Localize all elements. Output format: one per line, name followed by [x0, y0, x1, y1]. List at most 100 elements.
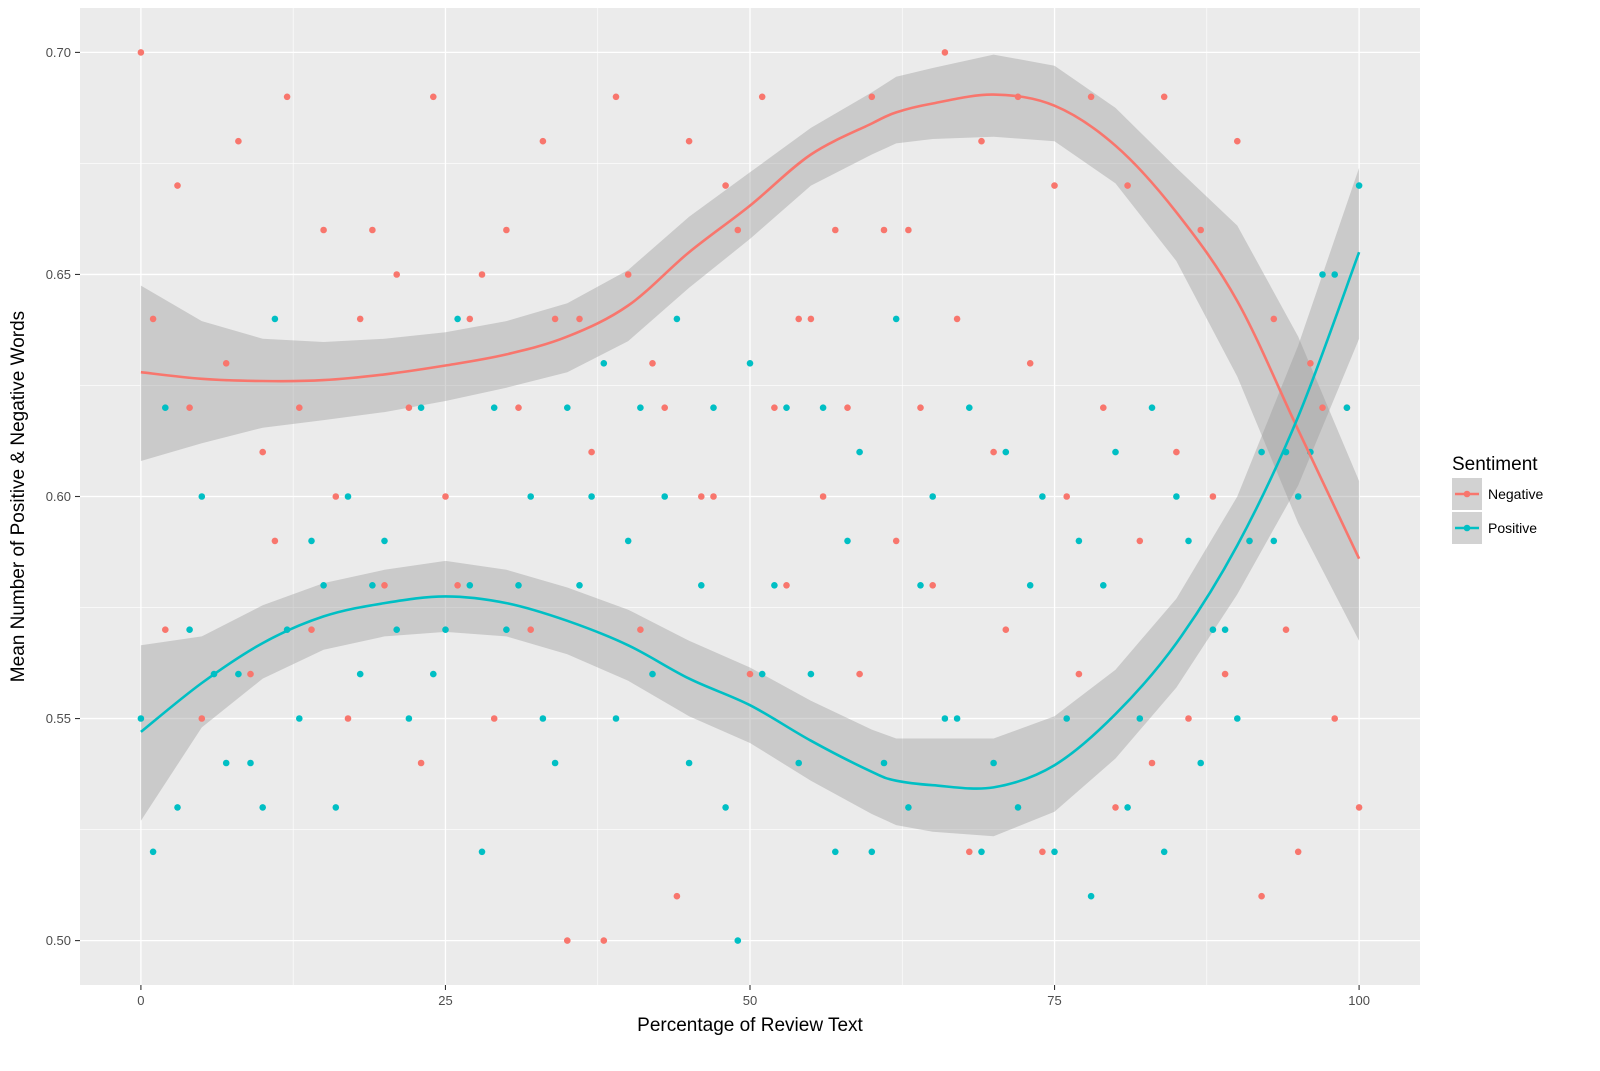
data-point-positive	[174, 804, 181, 811]
data-point-positive	[819, 404, 827, 412]
data-point-positive	[1124, 804, 1131, 811]
data-point-positive	[1063, 715, 1070, 722]
data-point-positive	[685, 759, 693, 767]
data-point-negative	[1148, 759, 1156, 767]
data-point-positive	[771, 582, 778, 589]
data-point-negative	[466, 315, 474, 323]
data-points	[137, 49, 1363, 944]
data-point-negative	[503, 226, 510, 234]
data-point-negative	[978, 137, 985, 145]
data-point-positive	[1258, 448, 1265, 456]
data-point-negative	[722, 182, 729, 189]
confidence-bands	[140, 54, 1360, 837]
data-point-negative	[247, 670, 254, 678]
data-point-positive	[271, 315, 279, 323]
confidence-band-positive	[140, 167, 1360, 837]
data-point-positive	[356, 670, 364, 678]
data-point-negative	[430, 93, 437, 101]
data-point-positive	[1221, 626, 1229, 633]
data-point-positive	[1026, 582, 1034, 589]
data-point-positive	[612, 715, 620, 722]
data-point-negative	[478, 271, 486, 278]
data-point-negative	[1197, 226, 1204, 234]
data-point-positive	[344, 493, 352, 500]
smooth-lines	[140, 93, 1361, 790]
y-tick-label: 0.60	[46, 489, 71, 504]
legend: Sentiment Negative Positive	[1452, 454, 1543, 544]
data-point-positive	[600, 360, 608, 367]
data-point-negative	[1051, 182, 1058, 189]
data-point-negative	[1258, 892, 1265, 900]
data-point-positive	[564, 404, 571, 412]
data-point-negative	[832, 226, 839, 234]
data-point-positive	[661, 493, 668, 500]
data-point-positive	[1185, 537, 1192, 545]
data-point-negative	[807, 315, 815, 323]
data-point-negative	[661, 404, 668, 412]
data-point-negative	[1136, 537, 1144, 545]
data-point-negative	[1307, 360, 1314, 367]
data-point-positive	[442, 626, 449, 633]
data-point-positive	[320, 582, 327, 589]
data-point-negative	[953, 315, 961, 323]
data-point-negative	[819, 493, 827, 500]
data-point-negative	[990, 448, 997, 456]
data-point-negative	[1039, 848, 1046, 856]
data-point-positive	[783, 404, 790, 412]
data-point-positive	[369, 582, 376, 589]
data-point-positive	[515, 582, 522, 589]
data-point-positive	[235, 670, 242, 678]
data-point-negative	[1331, 715, 1338, 722]
data-point-negative	[1355, 804, 1363, 811]
data-point-positive	[381, 537, 388, 545]
data-point-positive	[1173, 493, 1180, 500]
data-point-positive	[1270, 537, 1278, 545]
legend-items: Negative Positive	[1452, 478, 1543, 544]
data-point-positive	[649, 670, 656, 678]
data-point-positive	[698, 582, 705, 589]
data-point-negative	[856, 670, 863, 678]
data-point-positive	[137, 715, 145, 722]
data-point-positive	[1246, 537, 1253, 545]
data-point-negative	[1063, 493, 1070, 500]
data-point-negative	[490, 715, 498, 722]
data-point-negative	[917, 404, 924, 412]
data-point-positive	[417, 404, 425, 412]
data-point-positive	[990, 759, 997, 767]
data-point-negative	[551, 315, 559, 323]
data-point-positive	[966, 404, 973, 412]
data-point-negative	[1234, 137, 1241, 145]
data-point-negative	[417, 759, 425, 767]
data-point-positive	[527, 493, 534, 500]
data-point-negative	[1026, 360, 1034, 367]
data-point-positive	[1209, 626, 1217, 633]
data-point-negative	[576, 315, 583, 323]
data-point-negative	[746, 670, 754, 678]
data-point-negative	[929, 582, 936, 589]
data-point-positive	[1087, 892, 1095, 900]
data-point-positive	[807, 670, 815, 678]
data-point-positive	[1014, 804, 1022, 811]
y-tick-label: 0.65	[46, 267, 71, 282]
data-point-negative	[515, 404, 522, 412]
data-point-negative	[259, 448, 267, 456]
data-point-negative	[1160, 93, 1168, 101]
data-point-positive	[1075, 537, 1083, 545]
data-point-positive	[941, 715, 949, 722]
data-point-negative	[1282, 626, 1290, 633]
data-point-negative	[162, 626, 169, 633]
data-point-negative	[588, 448, 595, 456]
data-point-negative	[758, 93, 766, 101]
legend-label-negative: Negative	[1488, 486, 1543, 502]
data-point-positive	[1148, 404, 1156, 412]
data-point-negative	[235, 137, 242, 145]
data-point-negative	[1221, 670, 1229, 678]
legend-title: Sentiment	[1452, 454, 1538, 475]
data-point-positive	[259, 804, 267, 811]
data-point-positive	[551, 759, 559, 767]
axes: 0 25 50 75 100 0.50 0.55 0.60 0.65 0.70	[46, 45, 1370, 1008]
data-point-positive	[710, 404, 717, 412]
data-point-positive	[844, 537, 851, 545]
